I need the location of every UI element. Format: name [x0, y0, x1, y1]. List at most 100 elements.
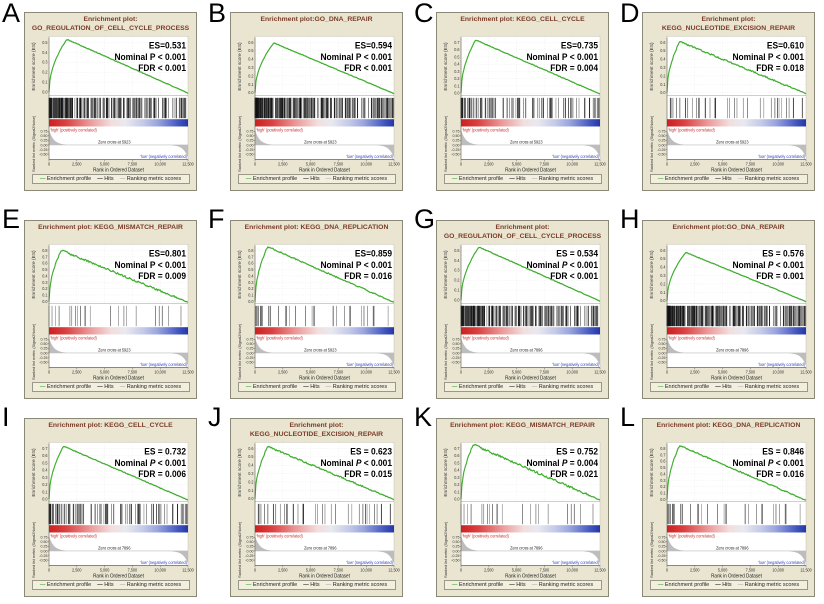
panel-title: Enrichment plot: KEGG_DNA_REPLICATION	[231, 224, 402, 242]
panel-letter: D	[620, 0, 640, 28]
zero-cross-label: Zero cross at 7896	[304, 545, 337, 550]
x-tick-label: 0	[47, 369, 50, 374]
x-tick-label: 5,000	[99, 369, 109, 374]
metric-axis-label: Ranked list metric (Signal2Noise)	[238, 324, 242, 380]
es-tick-label: 0.4	[454, 258, 460, 263]
panel-letter: L	[620, 402, 636, 432]
metric-tick-label: 0.25	[40, 545, 47, 549]
panel-letter: A	[2, 0, 21, 28]
gsea-panel-cell: A Enrichment plot: GO_REGULATION_OF_CELL…	[0, 0, 206, 200]
pos-correlated-label: 'high' (positively correlated)	[256, 335, 303, 340]
correlation-gradient-bar	[48, 327, 188, 335]
es-tick-label: 0.1	[42, 292, 48, 297]
panel-title-line1: Enrichment plot: KEGG_CELL_CYCLE	[460, 16, 585, 23]
x-tick-label: 5,000	[305, 567, 315, 572]
x-tick-label: 12,500	[594, 369, 606, 374]
panel-title-line1: Enrichment plot: KEGG_DNA_REPLICATION	[656, 422, 801, 429]
hits-line-icon: —	[509, 582, 515, 588]
metric-tick-label: 0.25	[658, 347, 665, 351]
plot-legend: — Enrichment profile — Hits — Ranking metri…	[649, 580, 808, 590]
gsea-panel-cell: H Enrichment plot:GO_DNA_REPAIR 0.6 0.5 0.…	[618, 200, 824, 400]
correlation-gradient-bar	[666, 119, 806, 127]
panel-title-line1: Enrichment plot: KEGG_CELL_CYCLE	[48, 422, 173, 429]
metric-tick-label: -0.25	[451, 356, 459, 360]
neg-correlated-label: 'low' (negatively correlated)	[346, 362, 393, 367]
gsea-panel-cell: L Enrichment plot: KEGG_DNA_REPLICATION …	[618, 400, 824, 604]
stats-nominal-p: Nominal P < 0.001	[732, 51, 804, 62]
metric-tick-label: 0.75	[452, 337, 459, 341]
es-tick-label: 0.3	[660, 478, 666, 483]
legend-ranking-metric-label: Ranking metric scores	[538, 176, 594, 182]
es-tick-label: 0.8	[660, 446, 666, 451]
plot-legend: — Enrichment profile — Hits — Ranking metri…	[649, 174, 808, 184]
legend-ranking-metric-label: Ranking metric scores	[744, 176, 800, 182]
stats-es: ES = 0.732	[144, 446, 186, 457]
panel-title: Enrichment plot: KEGG_NUCLEOTIDE_EXCISIO…	[643, 16, 814, 34]
metric-tick-label: 0.25	[452, 139, 459, 143]
es-tick-label: 0.7	[248, 254, 254, 259]
enrichment-plot: 0.7 0.6 0.5 0.4 0.3 0.2 0.1 0.0 ES = 0.752Nomina…	[443, 442, 606, 579]
stats-nominal-p: Nominal P < 0.001	[526, 259, 598, 270]
gsea-panel-cell: K Enrichment plot: KEGG_MISMATCH_REPAIR …	[412, 400, 618, 604]
correlation-gradient-bar	[254, 119, 394, 127]
legend-item-hits: — Hits	[303, 582, 319, 588]
x-tick-label: 0	[253, 369, 256, 374]
gsea-panel-cell: F Enrichment plot: KEGG_DNA_REPLICATION …	[206, 200, 412, 400]
stats-fdr: FDR = 0.018	[756, 63, 804, 74]
legend-hits-label: Hits	[722, 582, 732, 588]
plot-legend: — Enrichment profile — Hits — Ranking metri…	[443, 382, 602, 392]
legend-ranking-metric-label: Ranking metric scores	[332, 384, 388, 390]
metric-axis-label: Ranked list metric (Signal2Noise)	[650, 324, 654, 380]
legend-ranking-metric-label: Ranking metric scores	[744, 582, 800, 588]
ranking-metric-line-icon: —	[325, 582, 332, 588]
gsea-panel-cell: C Enrichment plot: KEGG_CELL_CYCLE 0.7 0.…	[412, 0, 618, 200]
correlation-gradient-bar	[254, 327, 394, 335]
stats-fdr: FDR < 0.001	[550, 271, 598, 282]
neg-correlated-label: 'low' (negatively correlated)	[552, 362, 599, 367]
legend-item-ranking-metric: — Ranking metric scores	[326, 384, 387, 390]
enrichment-curve	[47, 39, 188, 94]
metric-tick-label: -0.50	[245, 360, 253, 364]
legend-hits-label: Hits	[310, 582, 320, 588]
metric-tick-label: 0.75	[246, 535, 253, 539]
es-tick-label: 0.3	[454, 69, 460, 74]
panel-letter: I	[2, 402, 10, 432]
stats-es: ES=0.801	[148, 248, 185, 259]
es-tick-label: 0.4	[248, 273, 254, 278]
enrichment-profile-line-icon: —	[245, 176, 252, 182]
legend-hits-label: Hits	[722, 384, 732, 390]
es-tick-label: 0.0	[248, 496, 254, 501]
es-tick-label: 0.6	[248, 260, 254, 265]
enrichment-profile-line-icon: —	[657, 582, 664, 588]
es-tick-label: 0.6	[42, 260, 48, 265]
x-tick-label: 5,000	[717, 161, 727, 166]
x-tick-label: 0	[459, 369, 462, 374]
es-tick-label: 0.2	[454, 277, 460, 282]
pos-correlated-label: 'high' (positively correlated)	[462, 127, 509, 132]
x-tick-label: 12,500	[594, 161, 606, 166]
metric-axis-label: Ranked list metric (Signal2Noise)	[444, 116, 448, 172]
x-axis-label: Rank in Ordered Dataset	[299, 167, 350, 173]
panel-title-line2	[643, 431, 814, 439]
hits-barcode	[257, 503, 391, 525]
legend-enrichment-profile-label: Enrichment profile	[458, 582, 504, 588]
metric-tick-label: 0.50	[40, 540, 47, 544]
x-tick-label: 12,500	[388, 369, 400, 374]
legend-item-enrichment-profile: — Enrichment profile	[658, 176, 709, 182]
legend-item-enrichment-profile: — Enrichment profile	[40, 384, 91, 390]
es-tick-label: 0.1	[454, 287, 460, 292]
zero-cross-label: Zero cross at 5923	[304, 139, 337, 144]
x-tick-label: 12,500	[800, 567, 812, 572]
es-tick-label: 0.5	[42, 267, 48, 272]
gsea-panel-cell: G Enrichment plot: GO_REGULATION_OF_CELL…	[412, 200, 618, 400]
x-tick-label: 2,500	[484, 369, 494, 374]
ranking-metric-line-icon: —	[737, 384, 744, 390]
gsea-panel: Enrichment plot: KEGG_MISMATCH_REPAIR 0.…	[24, 220, 197, 399]
es-tick-label: 0.5	[248, 267, 254, 272]
metric-tick-label: 0.75	[658, 337, 665, 341]
metric-tick-label: 0.25	[40, 139, 47, 143]
legend-item-enrichment-profile: — Enrichment profile	[658, 582, 709, 588]
es-tick-label: 0.0	[660, 298, 666, 303]
metric-tick-label: -0.50	[451, 360, 459, 364]
